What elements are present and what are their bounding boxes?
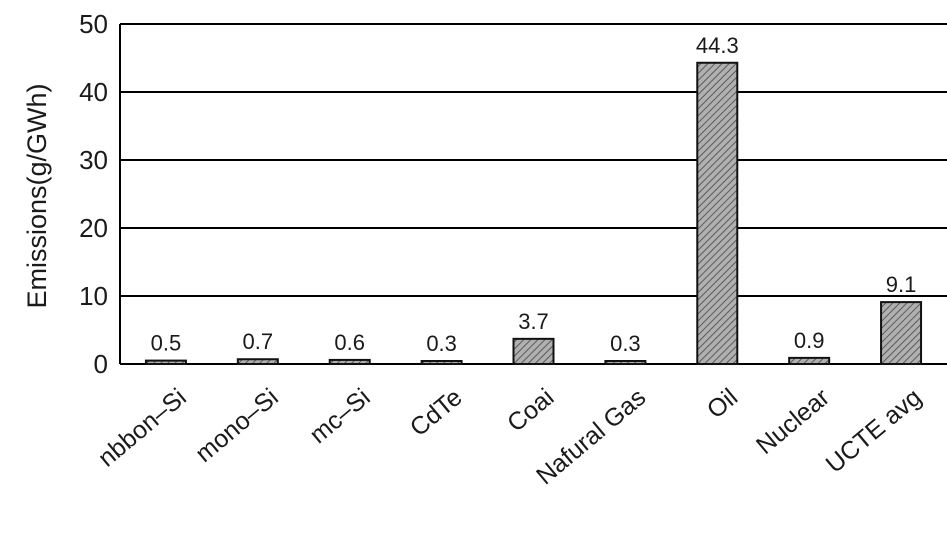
- y-tick-label: 10: [79, 281, 108, 311]
- bars-group: [144, 61, 923, 366]
- y-tick-label: 30: [79, 145, 108, 175]
- x-category-label: CdTe: [405, 383, 468, 442]
- y-tick-label: 50: [79, 9, 108, 39]
- y-tick-labels: 0 10 20 30 40 50: [79, 9, 108, 379]
- x-category-label: Oil: [702, 383, 743, 424]
- bar: [696, 61, 739, 365]
- x-category-label: Nuclear: [751, 383, 835, 460]
- x-category-label: UCTE avg: [821, 383, 927, 479]
- bar: [236, 358, 279, 365]
- x-category-label: mono–Si: [190, 383, 284, 468]
- bar: [512, 337, 555, 365]
- data-labels: 0.5 0.7 0.6 0.3 3.7 0.3 44.3 0.9 9.1: [151, 33, 917, 356]
- data-label: 0.7: [243, 329, 274, 354]
- bar: [788, 356, 831, 366]
- data-label: 44.3: [696, 33, 739, 58]
- x-category-label: mc–Si: [304, 383, 375, 449]
- data-label: 0.9: [794, 328, 825, 353]
- data-label: 3.7: [518, 309, 549, 334]
- y-tick-label: 40: [79, 77, 108, 107]
- data-label: 0.3: [426, 331, 457, 356]
- y-tick-label: 20: [79, 213, 108, 243]
- bar: [420, 360, 463, 365]
- data-label: 9.1: [886, 272, 917, 297]
- bar: [328, 358, 371, 366]
- y-axis-title: Emissions(g/GWh): [22, 83, 52, 308]
- x-category-label: Coai: [502, 383, 559, 438]
- y-tick-label: 0: [94, 349, 108, 379]
- bar: [880, 301, 923, 365]
- x-category-label: nbbon–Si: [93, 383, 192, 472]
- data-label: 0.5: [151, 331, 182, 356]
- bar: [604, 360, 647, 365]
- data-label: 0.6: [334, 330, 365, 355]
- data-label: 0.3: [610, 331, 641, 356]
- bar: [144, 359, 187, 366]
